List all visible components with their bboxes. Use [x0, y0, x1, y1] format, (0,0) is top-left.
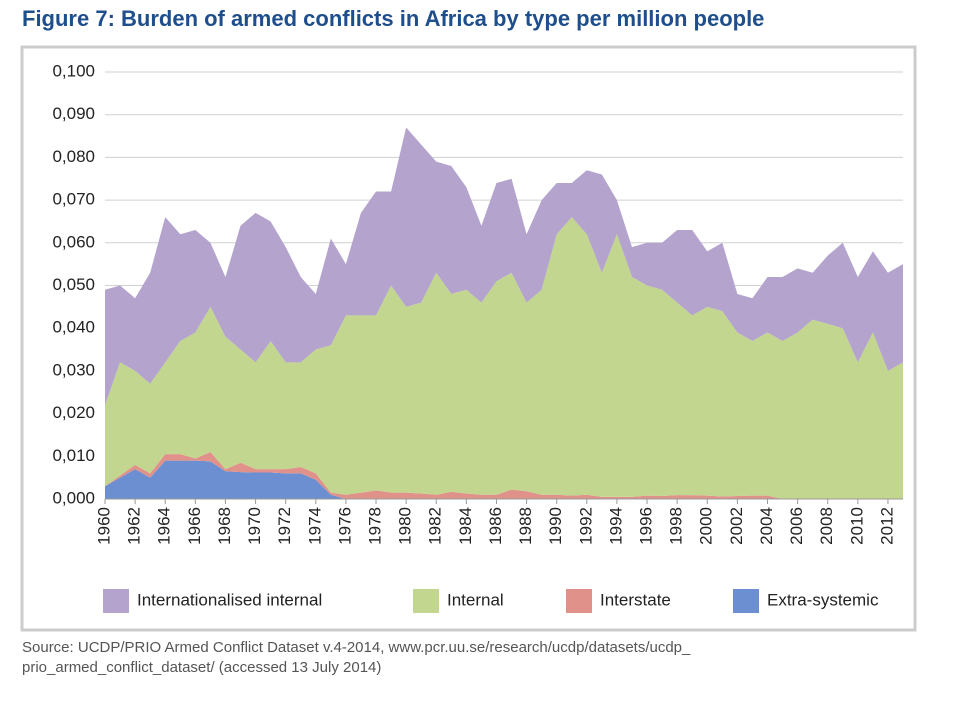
legend-label: Interstate [600, 590, 671, 609]
x-tick-label: 1970 [245, 507, 264, 545]
x-tick-label: 2006 [787, 507, 806, 545]
x-tick-label: 1976 [335, 507, 354, 545]
x-tick-label: 1974 [305, 507, 324, 545]
y-tick-label: 0,000 [52, 488, 95, 507]
legend-label: Extra-systemic [767, 590, 879, 609]
x-tick-label: 1968 [215, 507, 234, 545]
legend-label: Internationalised internal [137, 590, 322, 609]
y-tick-label: 0,070 [52, 190, 95, 209]
area [105, 217, 903, 499]
x-tick-label: 1972 [275, 507, 294, 545]
x-tick-label: 1990 [546, 507, 565, 545]
y-tick-label: 0,050 [52, 275, 95, 294]
x-tick-label: 1962 [125, 507, 144, 545]
y-tick-label: 0,060 [52, 232, 95, 251]
x-tick-label: 2004 [757, 507, 776, 545]
area [105, 460, 903, 499]
x-tick-label: 2012 [877, 507, 896, 545]
x-tick-label: 1988 [516, 507, 535, 545]
x-tick-label: 1986 [486, 507, 505, 545]
y-tick-label: 0,090 [52, 104, 95, 123]
x-tick-label: 1996 [637, 507, 656, 545]
source-line: Source: UCDP/PRIO Armed Conflict Dataset… [22, 639, 691, 656]
x-tick-label: 1960 [94, 507, 113, 545]
y-tick-label: 0,010 [52, 446, 95, 465]
y-tick-label: 0,040 [52, 318, 95, 337]
x-tick-label: 1998 [667, 507, 686, 545]
x-tick-label: 2002 [727, 507, 746, 545]
chart-frame [20, 45, 917, 632]
x-tick-label: 2008 [817, 507, 836, 545]
chart-title: Figure 7: Burden of armed conflicts in A… [22, 6, 764, 31]
y-tick-label: 0,020 [52, 403, 95, 422]
x-tick-label: 1978 [366, 507, 385, 545]
y-tick-label: 0,030 [52, 360, 95, 379]
x-tick-label: 2000 [697, 507, 716, 545]
y-tick-label: 0,080 [52, 147, 95, 166]
y-tick-label: 0,100 [52, 61, 95, 80]
area [105, 452, 903, 499]
legend-swatch [733, 589, 759, 613]
legend-label: Internal [447, 590, 504, 609]
x-tick-label: 2010 [847, 507, 866, 545]
legend-swatch [413, 589, 439, 613]
x-tick-label: 1964 [155, 507, 174, 545]
x-tick-label: 1966 [185, 507, 204, 545]
source-line: prio_armed_conflict_dataset/ (accessed 1… [22, 659, 381, 676]
x-tick-label: 1980 [396, 507, 415, 545]
legend-swatch [566, 589, 592, 613]
x-tick-label: 1992 [576, 507, 595, 545]
legend-swatch [103, 589, 129, 613]
x-tick-label: 1984 [456, 507, 475, 545]
x-tick-label: 1982 [426, 507, 445, 545]
x-tick-label: 1994 [606, 507, 625, 545]
area [105, 127, 903, 406]
